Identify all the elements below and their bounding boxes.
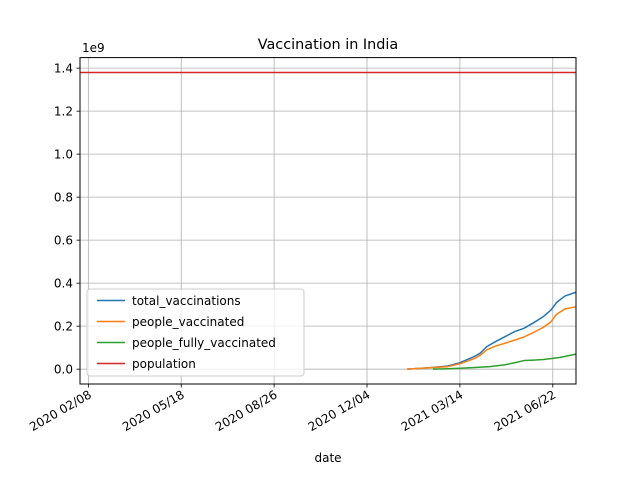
series-lines xyxy=(80,71,577,370)
y-tick-label: 0.4 xyxy=(54,276,73,290)
y-tick-label: 0.6 xyxy=(54,233,73,247)
legend-label: people_vaccinated xyxy=(132,315,244,329)
plot-frame xyxy=(79,57,577,385)
series-line-people-fully-vaccinated xyxy=(432,353,577,370)
y-tick-label: 0.8 xyxy=(54,190,73,204)
y-tick-label: 1.2 xyxy=(54,104,73,118)
y-offset-label: 1e9 xyxy=(82,41,105,55)
legend: total_vaccinations people_vaccinatedpeopl… xyxy=(86,288,305,377)
legend-label: total_vaccinations xyxy=(132,294,241,308)
legend-label: population xyxy=(132,357,196,371)
legend-box xyxy=(86,288,305,377)
y-tick-label: 1.0 xyxy=(54,147,73,161)
x-axis-label: date xyxy=(314,451,341,465)
legend-label: people_fully_vaccinated xyxy=(132,336,276,350)
y-tick-label: 0.2 xyxy=(54,319,73,333)
y-tick-label: 1.4 xyxy=(54,61,73,75)
y-tick-label: 0.0 xyxy=(54,362,73,376)
series-line-people-vaccinated xyxy=(406,306,577,370)
chart-title: Vaccination in India xyxy=(258,37,398,53)
